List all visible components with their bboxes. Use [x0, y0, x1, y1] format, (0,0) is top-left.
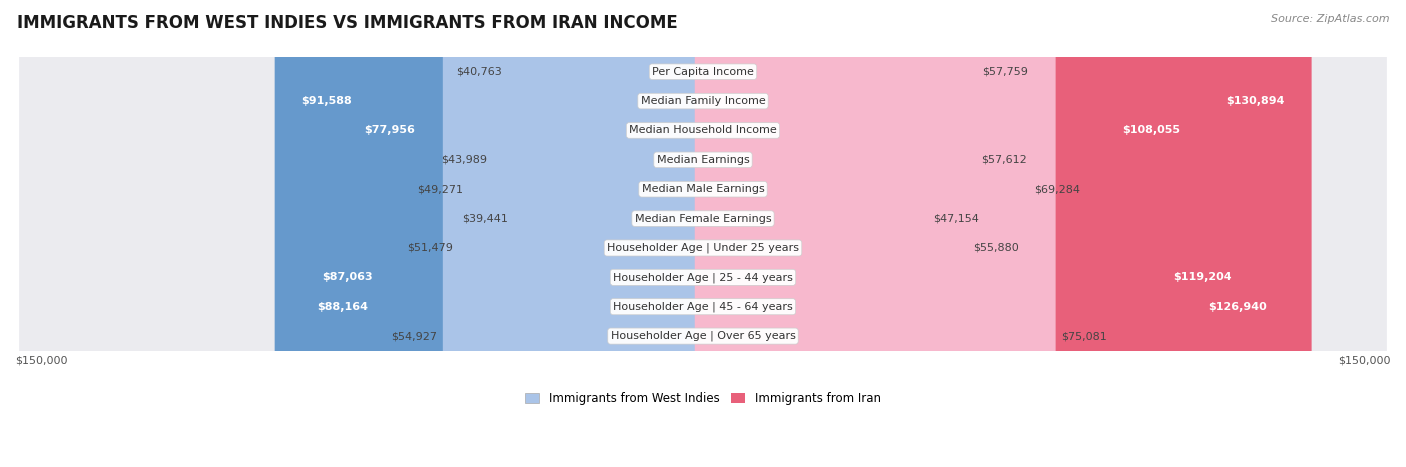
FancyBboxPatch shape	[695, 0, 976, 467]
FancyBboxPatch shape	[508, 0, 711, 467]
FancyBboxPatch shape	[20, 0, 1386, 467]
Text: $55,880: $55,880	[973, 243, 1019, 253]
FancyBboxPatch shape	[295, 0, 711, 467]
Text: $119,204: $119,204	[1173, 272, 1232, 283]
Text: $40,763: $40,763	[457, 67, 502, 77]
Text: Per Capita Income: Per Capita Income	[652, 67, 754, 77]
FancyBboxPatch shape	[20, 0, 1386, 467]
FancyBboxPatch shape	[695, 0, 1206, 467]
FancyBboxPatch shape	[20, 0, 1386, 467]
FancyBboxPatch shape	[494, 0, 711, 467]
Text: Householder Age | Over 65 years: Householder Age | Over 65 years	[610, 331, 796, 341]
Text: $88,164: $88,164	[316, 302, 368, 311]
FancyBboxPatch shape	[458, 0, 711, 467]
Text: $130,894: $130,894	[1226, 96, 1285, 106]
Text: $54,927: $54,927	[391, 331, 437, 341]
FancyBboxPatch shape	[695, 0, 967, 467]
Text: $91,588: $91,588	[301, 96, 352, 106]
FancyBboxPatch shape	[20, 0, 1386, 467]
FancyBboxPatch shape	[291, 0, 711, 467]
Text: $87,063: $87,063	[322, 272, 373, 283]
Legend: Immigrants from West Indies, Immigrants from Iran: Immigrants from West Indies, Immigrants …	[520, 387, 886, 410]
Text: $126,940: $126,940	[1208, 302, 1267, 311]
FancyBboxPatch shape	[274, 0, 711, 467]
FancyBboxPatch shape	[20, 0, 1386, 467]
FancyBboxPatch shape	[20, 0, 1386, 467]
Text: $43,989: $43,989	[441, 155, 488, 165]
Text: $49,271: $49,271	[418, 184, 463, 194]
FancyBboxPatch shape	[695, 0, 1312, 467]
Text: Householder Age | 45 - 64 years: Householder Age | 45 - 64 years	[613, 302, 793, 312]
Text: Median Female Earnings: Median Female Earnings	[634, 213, 772, 224]
FancyBboxPatch shape	[20, 0, 1386, 467]
Text: $39,441: $39,441	[463, 213, 509, 224]
Text: Median Earnings: Median Earnings	[657, 155, 749, 165]
Text: Householder Age | 25 - 44 years: Householder Age | 25 - 44 years	[613, 272, 793, 283]
FancyBboxPatch shape	[20, 0, 1386, 467]
Text: $57,759: $57,759	[981, 67, 1028, 77]
FancyBboxPatch shape	[468, 0, 711, 467]
FancyBboxPatch shape	[695, 0, 1029, 467]
FancyBboxPatch shape	[443, 0, 711, 467]
Text: $108,055: $108,055	[1122, 126, 1180, 135]
Text: $47,154: $47,154	[934, 213, 979, 224]
Text: $150,000: $150,000	[1339, 355, 1391, 365]
Text: $150,000: $150,000	[15, 355, 67, 365]
Text: $77,956: $77,956	[364, 126, 415, 135]
Text: $57,612: $57,612	[981, 155, 1026, 165]
FancyBboxPatch shape	[513, 0, 711, 467]
Text: $75,081: $75,081	[1062, 331, 1107, 341]
Text: $51,479: $51,479	[408, 243, 453, 253]
FancyBboxPatch shape	[20, 0, 1386, 467]
Text: IMMIGRANTS FROM WEST INDIES VS IMMIGRANTS FROM IRAN INCOME: IMMIGRANTS FROM WEST INDIES VS IMMIGRANT…	[17, 14, 678, 32]
Text: Median Family Income: Median Family Income	[641, 96, 765, 106]
FancyBboxPatch shape	[695, 0, 1056, 467]
Text: Median Household Income: Median Household Income	[628, 126, 778, 135]
FancyBboxPatch shape	[20, 0, 1386, 467]
Text: Median Male Earnings: Median Male Earnings	[641, 184, 765, 194]
Text: Householder Age | Under 25 years: Householder Age | Under 25 years	[607, 243, 799, 253]
FancyBboxPatch shape	[337, 0, 711, 467]
Text: Source: ZipAtlas.com: Source: ZipAtlas.com	[1271, 14, 1389, 24]
FancyBboxPatch shape	[695, 0, 928, 467]
Text: $69,284: $69,284	[1035, 184, 1081, 194]
FancyBboxPatch shape	[695, 0, 976, 467]
FancyBboxPatch shape	[695, 0, 1258, 467]
FancyBboxPatch shape	[695, 0, 1294, 467]
